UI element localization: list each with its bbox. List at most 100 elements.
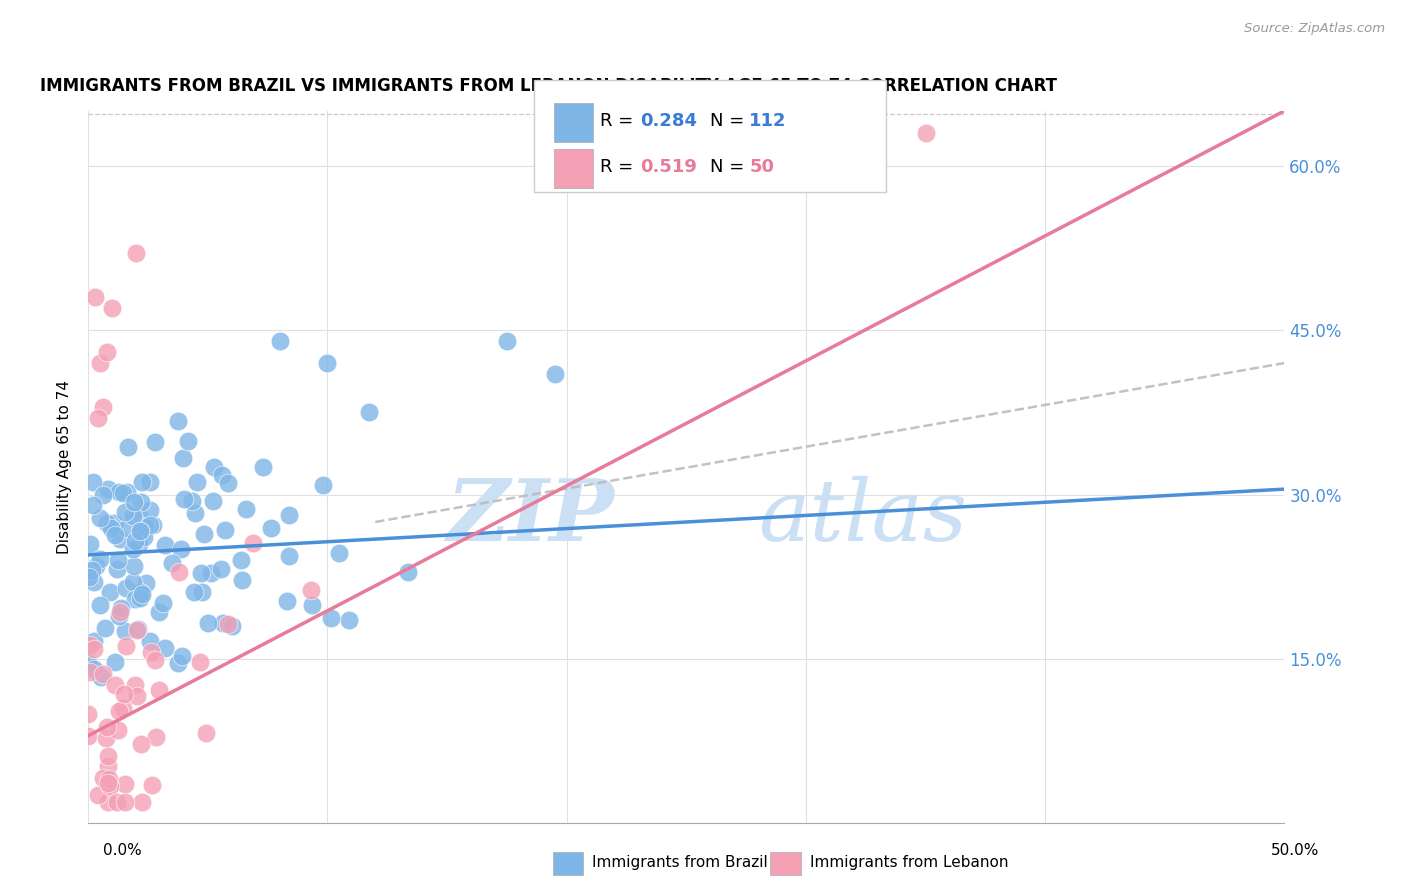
Point bbox=[105, 562, 128, 576]
Point bbox=[172, 649, 194, 664]
Text: IMMIGRANTS FROM BRAZIL VS IMMIGRANTS FROM LEBANON DISABILITY AGE 65 TO 74 CORREL: IMMIGRANTS FROM BRAZIL VS IMMIGRANTS FRO… bbox=[41, 78, 1057, 95]
Point bbox=[242, 536, 264, 550]
Point bbox=[328, 546, 350, 560]
Point bbox=[114, 777, 136, 791]
Point bbox=[77, 729, 100, 743]
Point bbox=[221, 619, 243, 633]
Point bbox=[125, 689, 148, 703]
Point bbox=[97, 772, 120, 786]
Point bbox=[77, 656, 100, 670]
Point bbox=[319, 611, 342, 625]
Point bbox=[94, 731, 117, 746]
Point bbox=[87, 410, 110, 425]
Point bbox=[128, 524, 150, 538]
Point bbox=[89, 511, 111, 525]
Point bbox=[80, 563, 103, 577]
Point bbox=[139, 475, 162, 490]
Point bbox=[202, 460, 225, 475]
Point bbox=[188, 656, 211, 670]
Point bbox=[112, 486, 135, 500]
Point bbox=[82, 475, 104, 489]
Point bbox=[173, 491, 195, 506]
Point bbox=[107, 552, 129, 566]
Text: R =: R = bbox=[600, 159, 640, 177]
Point bbox=[183, 585, 205, 599]
Point bbox=[111, 701, 134, 715]
Point bbox=[183, 506, 205, 520]
Point bbox=[79, 665, 101, 679]
Point bbox=[145, 730, 167, 744]
Point bbox=[299, 583, 322, 598]
Point bbox=[170, 542, 193, 557]
Point bbox=[195, 726, 218, 740]
Point bbox=[167, 565, 190, 579]
Point bbox=[135, 575, 157, 590]
Point bbox=[91, 400, 114, 414]
Point bbox=[139, 645, 162, 659]
Point bbox=[131, 587, 153, 601]
Point bbox=[77, 569, 100, 583]
Point bbox=[212, 615, 235, 630]
Point bbox=[357, 405, 380, 419]
Point bbox=[914, 126, 936, 140]
Point bbox=[276, 593, 298, 607]
Point bbox=[77, 706, 100, 721]
Point bbox=[83, 662, 105, 676]
Point bbox=[82, 499, 104, 513]
Point bbox=[162, 556, 184, 570]
Point bbox=[311, 478, 333, 492]
Point bbox=[100, 520, 122, 534]
Point bbox=[83, 634, 105, 648]
Text: N =: N = bbox=[710, 112, 749, 130]
Point bbox=[115, 581, 138, 595]
Point bbox=[124, 592, 146, 607]
Point bbox=[132, 530, 155, 544]
Text: N =: N = bbox=[710, 159, 749, 177]
Point bbox=[84, 290, 107, 304]
Point bbox=[166, 656, 188, 670]
Point bbox=[122, 495, 145, 509]
Point bbox=[89, 598, 111, 612]
Point bbox=[79, 536, 101, 550]
Text: ZIP: ZIP bbox=[447, 475, 614, 558]
Text: atlas: atlas bbox=[758, 475, 967, 558]
Text: 0.284: 0.284 bbox=[640, 112, 697, 130]
Point bbox=[128, 537, 150, 551]
Point bbox=[89, 356, 111, 370]
Point bbox=[121, 574, 143, 589]
Point bbox=[96, 345, 118, 359]
Point bbox=[211, 467, 233, 482]
Point bbox=[83, 641, 105, 656]
Point bbox=[218, 475, 240, 490]
Point bbox=[131, 795, 153, 809]
Point bbox=[83, 574, 105, 589]
Point bbox=[108, 609, 131, 624]
Point bbox=[167, 413, 190, 427]
Point bbox=[103, 516, 125, 530]
Point bbox=[202, 494, 225, 508]
Point bbox=[122, 542, 145, 557]
Point bbox=[101, 301, 124, 316]
Text: 50: 50 bbox=[749, 159, 775, 177]
Point bbox=[278, 549, 301, 564]
Point bbox=[139, 633, 162, 648]
Point bbox=[229, 553, 252, 567]
Point bbox=[209, 562, 232, 576]
Point bbox=[97, 759, 120, 773]
Point bbox=[93, 772, 115, 786]
Point bbox=[122, 559, 145, 574]
Point bbox=[172, 451, 194, 466]
Point bbox=[260, 521, 283, 535]
Point bbox=[177, 434, 200, 448]
Y-axis label: Disability Age 65 to 74: Disability Age 65 to 74 bbox=[58, 380, 72, 554]
Point bbox=[180, 494, 202, 508]
Point bbox=[214, 524, 236, 538]
Point bbox=[97, 795, 120, 809]
Point bbox=[153, 538, 176, 552]
Point bbox=[108, 532, 131, 546]
Point bbox=[108, 485, 131, 500]
Point bbox=[153, 640, 176, 655]
Point bbox=[269, 334, 291, 348]
Point bbox=[143, 653, 166, 667]
Point bbox=[217, 617, 239, 632]
